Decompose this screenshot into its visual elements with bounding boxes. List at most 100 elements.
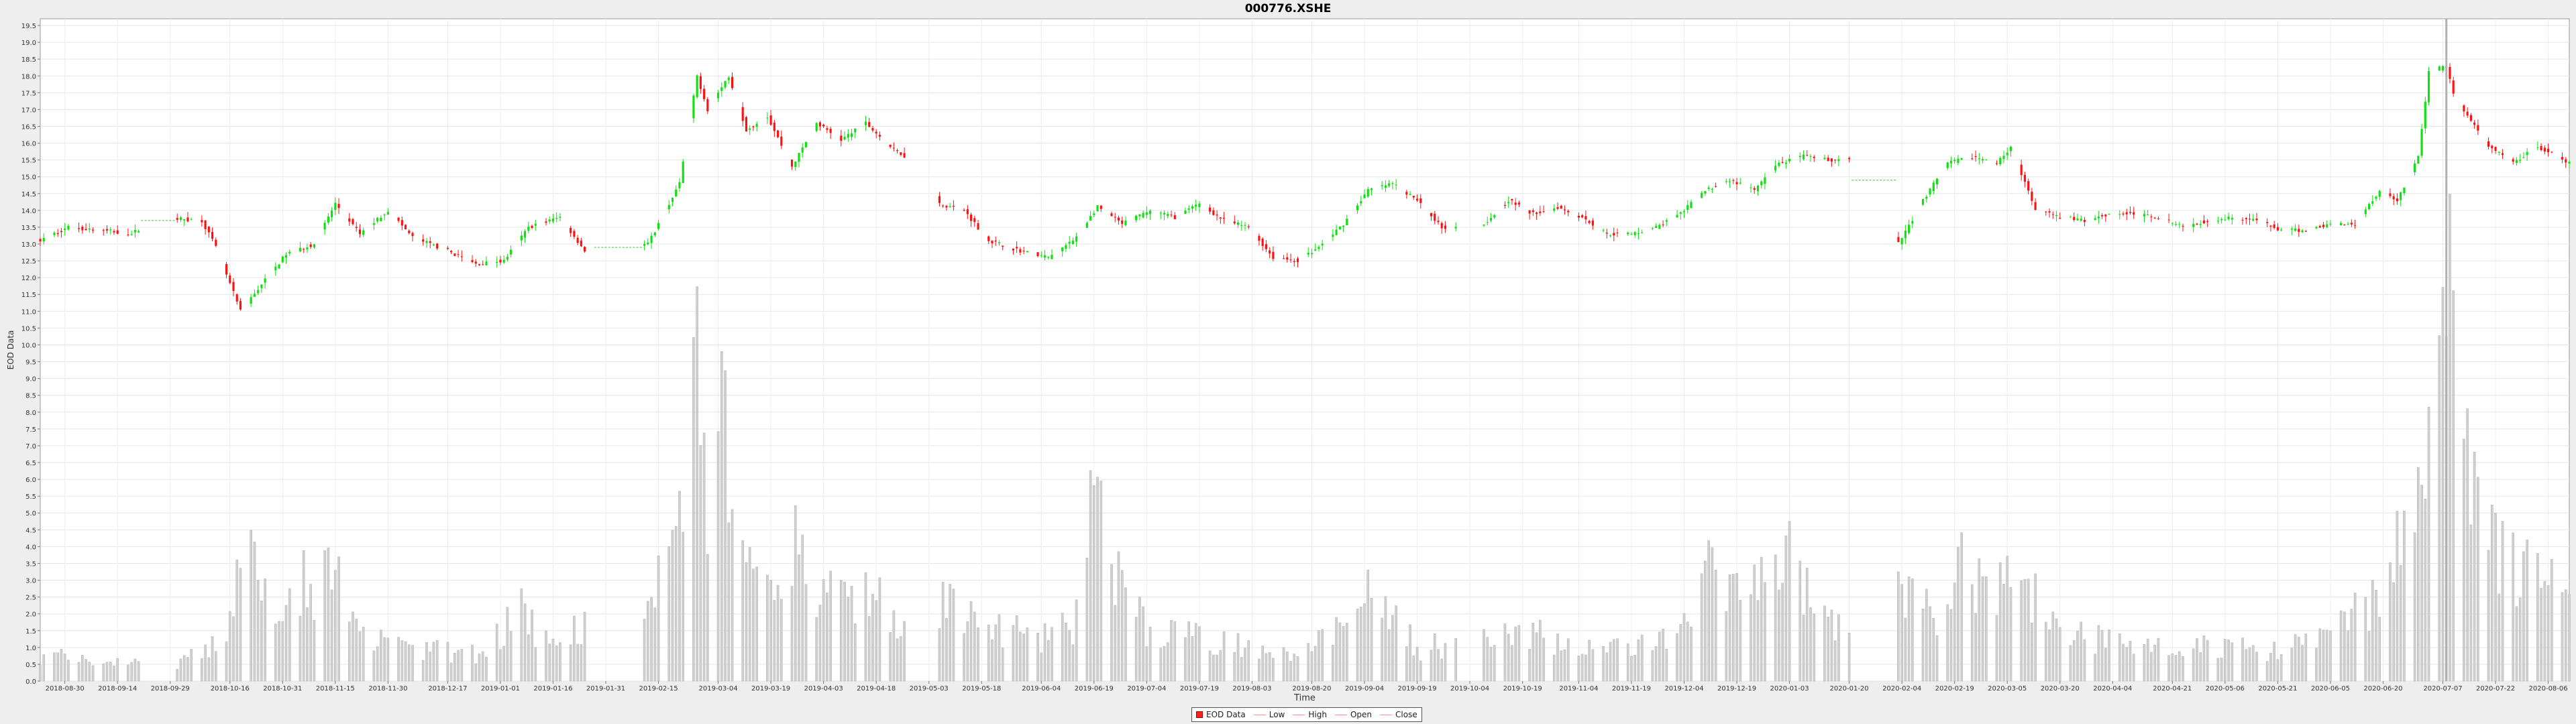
y-tick-label: 3.5	[25, 560, 36, 568]
y-tick-label: 5.5	[25, 493, 36, 501]
candle-body	[2515, 160, 2518, 164]
candle-body	[1051, 255, 1053, 259]
volume-bar	[1138, 597, 1141, 682]
volume-bar	[583, 611, 586, 682]
volume-bar	[1507, 634, 1510, 682]
candle-body	[64, 228, 66, 231]
volume-bar	[987, 624, 990, 682]
candle-body	[2269, 225, 2272, 227]
volume-bar	[284, 605, 288, 682]
volume-bar	[1984, 576, 1988, 682]
volume-bar	[176, 669, 179, 682]
volume-bar	[2174, 655, 2178, 682]
candle-body	[2400, 192, 2402, 200]
volume-bar	[1813, 613, 1816, 682]
volume-bar	[2424, 499, 2427, 682]
volume-bar	[383, 637, 386, 682]
candle-body	[1366, 188, 1369, 197]
y-axis: 0.0 0.5 1.0 1.5 2.0 2.5 3.0 3.5 4.0 4.5 5.0 5.5 6.0 6…	[21, 23, 40, 686]
candle-body	[938, 196, 941, 203]
volume-bar	[2044, 621, 2047, 682]
candle-body	[1335, 229, 1338, 235]
volume-bar	[1089, 470, 1092, 682]
volume-bar	[2322, 629, 2325, 682]
candle-body	[1781, 162, 1784, 163]
candle-body	[1381, 185, 1383, 186]
candle-body	[773, 123, 775, 131]
candle-body	[1676, 215, 1678, 218]
y-tick-label: 11.0	[21, 308, 36, 316]
volume-bar	[228, 611, 231, 682]
candle-body	[1567, 210, 1570, 213]
candle-body	[1588, 221, 1591, 223]
candle-body	[2083, 220, 2086, 223]
volume-bar	[1654, 646, 1658, 682]
candle-body	[179, 217, 182, 220]
volume-bar	[903, 621, 906, 682]
volume-bar	[400, 640, 404, 682]
y-tick-label: 9.5	[25, 359, 36, 367]
volume-bar	[2220, 658, 2223, 682]
volume-bar	[2568, 594, 2571, 682]
candle-body	[2364, 209, 2367, 215]
candle-body	[949, 206, 951, 208]
volume-bar	[2265, 661, 2269, 682]
x-tick-label: 2019-04-18	[857, 685, 896, 692]
volume-bar	[81, 655, 84, 682]
volume-bar	[358, 631, 362, 682]
candle-body	[2118, 214, 2121, 215]
volume-bar	[2515, 606, 2518, 682]
volume-bar	[306, 607, 309, 682]
candle-body	[1725, 181, 1727, 182]
candle-body	[2414, 163, 2416, 172]
candle-body	[1637, 233, 1640, 235]
candle-body	[422, 239, 425, 242]
candle-body	[667, 204, 670, 210]
candle-body	[1925, 196, 1928, 199]
volume-bar	[994, 624, 998, 682]
volume-bar	[1591, 649, 1595, 682]
volume-bar	[404, 641, 407, 682]
volume-bar	[1015, 615, 1018, 682]
candle-body	[678, 182, 681, 188]
x-tick-label: 2020-03-20	[2041, 685, 2080, 692]
volume-bar	[1370, 597, 1373, 682]
candle-body	[653, 232, 656, 236]
candle-body	[2536, 147, 2539, 148]
volume-bar	[1208, 650, 1212, 682]
candle-body	[397, 217, 400, 221]
volume-bar	[1022, 634, 1025, 682]
volume-bar	[2276, 659, 2279, 682]
volume-bar	[1219, 650, 1222, 682]
volume-bar	[1704, 560, 1707, 682]
volume-bar	[1247, 640, 1250, 682]
volume-bar	[1148, 627, 1152, 682]
volume-bar	[309, 584, 313, 682]
plot-area	[40, 18, 2570, 682]
volume-bar	[1998, 562, 2002, 682]
volume-bar	[77, 662, 80, 682]
volume-bar	[1342, 626, 1345, 682]
candle-body	[2069, 217, 2072, 218]
volume-bar	[896, 638, 899, 682]
y-tick-label: 0.5	[25, 662, 36, 669]
candle-body	[506, 257, 508, 260]
candle-body	[875, 131, 877, 134]
candle-body	[1946, 162, 1949, 168]
volume-bar	[2031, 622, 2033, 682]
y-tick-label: 16.5	[21, 123, 36, 131]
volume-bar	[1626, 643, 1629, 682]
candle-body	[720, 87, 723, 91]
volume-bar	[1503, 623, 1507, 682]
candle-body	[1532, 210, 1534, 213]
volume-bar	[130, 662, 133, 682]
candle-body	[239, 301, 242, 310]
volume-bar	[1907, 577, 1911, 682]
candle-body	[682, 162, 684, 183]
volume-bar	[875, 600, 878, 682]
volume-bar	[871, 594, 874, 682]
volume-bar	[2150, 652, 2153, 682]
volume-bar	[1486, 637, 1489, 682]
volume-bar	[460, 649, 464, 682]
candle-body	[1690, 202, 1693, 208]
